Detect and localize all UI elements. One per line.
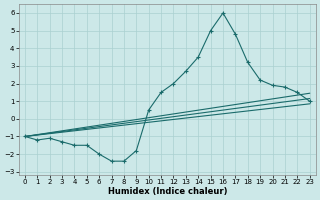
- X-axis label: Humidex (Indice chaleur): Humidex (Indice chaleur): [108, 187, 227, 196]
